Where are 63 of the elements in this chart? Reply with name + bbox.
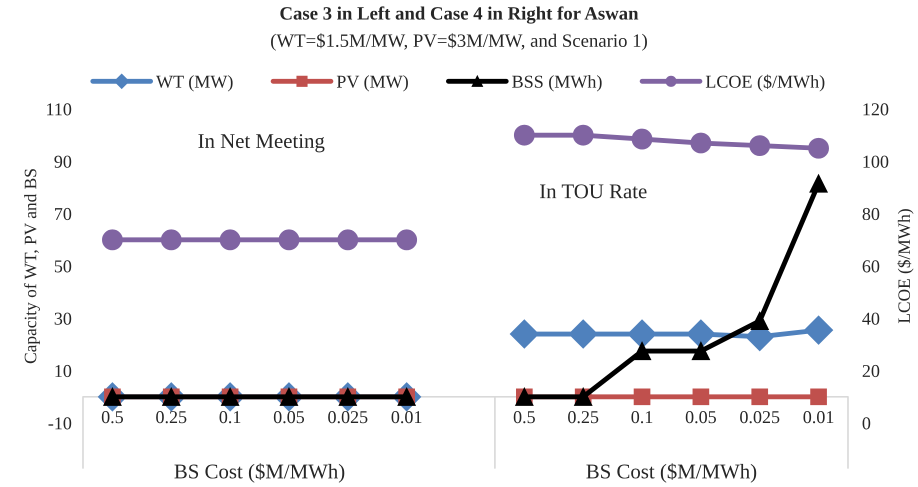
legend-label: WT (MW)	[156, 75, 233, 92]
y2-tick-label: 40	[862, 312, 880, 325]
x-tick-label: 0.05	[686, 411, 716, 424]
point	[514, 124, 535, 146]
y2-axis-title: LCOE ($/MWh)	[897, 209, 914, 324]
y-tick-label: 50	[54, 260, 72, 272]
x-tick-label: 0.5	[514, 411, 535, 424]
text: BS Cost ($M/MWh)	[174, 463, 344, 483]
x-tick-label: 0.1	[220, 411, 240, 424]
point	[510, 320, 539, 348]
y-axis-title: Capacity of WT, PV and BS	[24, 169, 40, 364]
y2-tick-label: 20	[862, 364, 880, 378]
point	[804, 316, 834, 345]
point	[686, 320, 716, 348]
chart-subtitle: (WT=$1.5M/MW, PV=$3M/MW, and Scenario 1)	[271, 33, 647, 51]
point	[634, 388, 650, 406]
point	[751, 388, 768, 406]
y2-tick-label: 60	[862, 260, 880, 272]
x-tick-label: 0.025	[328, 411, 368, 424]
x-tick-label: 0.05	[274, 411, 304, 424]
y2-tick-label: 120	[863, 103, 888, 116]
x-tick-label: 0.01	[803, 411, 834, 424]
point	[692, 342, 710, 360]
point	[278, 229, 300, 250]
point	[568, 320, 598, 348]
point	[808, 138, 829, 159]
chart-title: Case 3 in Left and Case 4 in Right for Aswan	[280, 6, 638, 24]
x-tick-label: 0.25	[156, 411, 186, 424]
x-tick-label: 0.1	[631, 411, 652, 424]
point	[102, 229, 123, 250]
point	[628, 320, 656, 348]
point	[632, 128, 652, 150]
y2-tick-label: 100	[863, 156, 888, 168]
point	[396, 229, 418, 250]
legend-label: LCOE ($/MWh)	[706, 74, 824, 92]
y-tick-label: 90	[54, 156, 72, 168]
x-tick-label: 0.025	[740, 411, 780, 424]
x-tick-label: 0.25	[568, 411, 598, 424]
y-tick-label: 30	[54, 312, 72, 325]
annotation: In TOU Rate	[540, 184, 647, 198]
point	[160, 229, 182, 250]
legend-label: PV (MW)	[336, 75, 408, 92]
point	[810, 174, 828, 193]
x-tick-label: 0.5	[102, 411, 124, 424]
y2-tick-label: 80	[862, 208, 880, 220]
point	[337, 229, 358, 250]
point	[692, 388, 710, 406]
point	[572, 124, 594, 146]
text: BS Cost ($M/MWh)	[586, 463, 756, 483]
point	[220, 229, 241, 250]
point	[690, 132, 712, 154]
legend-label: BSS (MWh)	[512, 75, 602, 92]
y-tick-label: 110	[47, 103, 72, 116]
point	[633, 342, 652, 360]
y-tick-label: 70	[55, 208, 72, 220]
point	[750, 312, 769, 330]
point	[810, 388, 827, 406]
annotation: In Net Meeting	[198, 134, 324, 152]
y2-tick-label: 0	[862, 417, 870, 430]
point	[749, 135, 770, 156]
y-tick-label: 10	[55, 364, 72, 378]
x-tick-label: 0.01	[392, 411, 422, 424]
y-tick-label: -10	[48, 417, 72, 430]
